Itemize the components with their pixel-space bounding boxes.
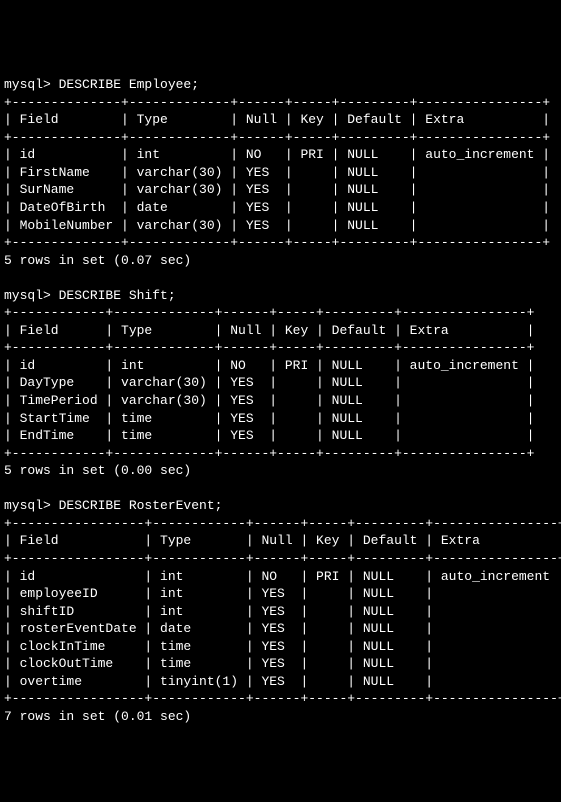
terminal-output: mysql> DESCRIBE Employee; +-------------… (4, 76, 561, 725)
